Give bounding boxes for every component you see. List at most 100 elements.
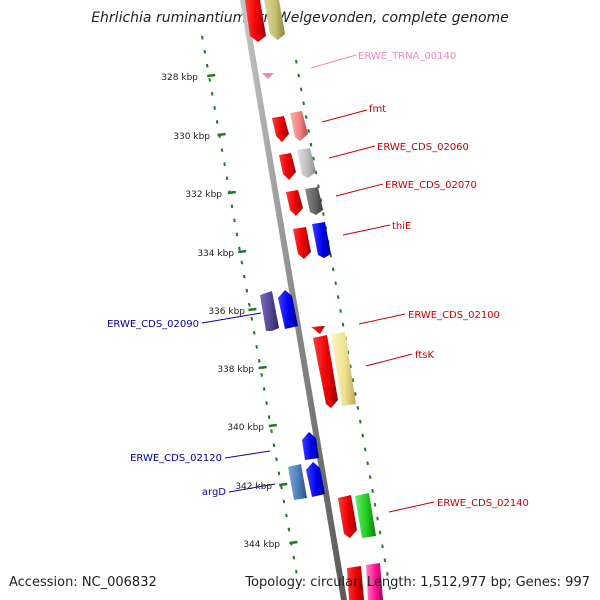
- gene-feature[interactable]: [311, 326, 325, 334]
- scale-label: 332 kbp: [185, 190, 222, 200]
- guide-dot: [260, 373, 263, 377]
- guide-dot: [356, 405, 360, 410]
- guide-dot: [366, 461, 369, 466]
- gene-feature[interactable]: [279, 153, 296, 180]
- gene-feature[interactable]: [278, 290, 298, 329]
- scale-label: 334 kbp: [197, 249, 234, 259]
- scale-label: 338 kbp: [217, 365, 254, 375]
- gene-label-ftsk[interactable]: ftsK: [415, 350, 434, 361]
- gene-feature[interactable]: [297, 148, 316, 178]
- guide-dot: [255, 344, 259, 349]
- major-tick: [268, 423, 277, 428]
- leader-line: [228, 483, 276, 493]
- guide-dot: [230, 204, 234, 209]
- guide-dot: [341, 322, 345, 327]
- left-gene-labels: ERWE_CDS_02090 ERWE_CDS_02120 argD: [107, 319, 226, 498]
- major-tick: [238, 249, 247, 254]
- guide-dot: [208, 77, 212, 82]
- scale-label: 344 kbp: [243, 540, 280, 550]
- guide-dot: [368, 475, 372, 479]
- gene-feature[interactable]: [245, 0, 266, 42]
- guide-dot: [275, 457, 278, 462]
- genome-summary: Topology: circular; Length: 1,512,977 bp…: [245, 575, 590, 590]
- gene-label-erwe-cds-02060[interactable]: ERWE_CDS_02060: [377, 142, 469, 153]
- gene-label-erwe-cds-02070[interactable]: ERWE_CDS_02070: [385, 180, 477, 191]
- gene-feature[interactable]: [264, 0, 285, 40]
- gene-feature[interactable]: [366, 563, 383, 600]
- gene-label-thie[interactable]: thiE: [392, 221, 411, 232]
- guide-dot: [361, 433, 365, 438]
- gene-feature[interactable]: [355, 493, 376, 538]
- gene-label-erwe-cds-02140[interactable]: ERWE_CDS_02140: [437, 498, 529, 509]
- guide-dot: [302, 101, 305, 106]
- gene-label-erwe-cds-02100[interactable]: ERWE_CDS_02100: [408, 310, 500, 321]
- gene-feature[interactable]: [293, 227, 311, 259]
- major-tick: [207, 73, 216, 78]
- scale-label: 336 kbp: [208, 307, 245, 317]
- leader-line: [358, 313, 406, 325]
- genome-backbone: [240, 0, 347, 600]
- guide-dot: [282, 499, 286, 504]
- guide-dot: [267, 415, 271, 419]
- leader-line: [342, 224, 391, 236]
- guide-dot: [240, 260, 244, 265]
- guide-dot: [287, 527, 291, 532]
- gene-feature[interactable]: [306, 462, 325, 497]
- guide-dot: [388, 585, 392, 590]
- accession-text: Accession: NC_006832: [9, 575, 157, 590]
- guide-dot: [331, 267, 335, 272]
- guide-dot: [304, 115, 308, 119]
- gene-label-fmt[interactable]: fmt: [369, 104, 386, 115]
- trna-feature[interactable]: [262, 73, 274, 79]
- guide-dot: [383, 558, 387, 563]
- gene-feature[interactable]: [313, 335, 338, 408]
- gene-feature[interactable]: [347, 566, 364, 600]
- scale-labels: 328 kbp 330 kbp 332 kbp 334 kbp 336 kbp …: [161, 73, 280, 550]
- guide-dot: [262, 387, 266, 391]
- guide-dot: [378, 530, 382, 535]
- guide-dot: [205, 63, 209, 68]
- gene-feature[interactable]: [288, 464, 307, 500]
- guide-dot: [329, 253, 333, 258]
- gene-feature[interactable]: [286, 190, 303, 216]
- guide-dot: [280, 485, 283, 490]
- gene-label-argd[interactable]: argD: [202, 487, 226, 498]
- guide-dot: [235, 232, 239, 237]
- guide-dot: [250, 316, 254, 321]
- guide-dot: [215, 120, 219, 124]
- map-title: Ehrlichia ruminantium str. Welgevonden, …: [91, 10, 509, 26]
- guide-dot: [386, 572, 389, 576]
- guide-dot: [354, 392, 357, 396]
- gene-label-erwe-cds-02120[interactable]: ERWE_CDS_02120: [130, 453, 222, 464]
- guide-dot: [295, 569, 298, 574]
- major-tick: [279, 482, 288, 487]
- scale-label: 328 kbp: [161, 73, 198, 83]
- guide-dot: [223, 162, 226, 167]
- gene-feature[interactable]: [312, 222, 331, 258]
- gene-feature[interactable]: [305, 187, 323, 215]
- gene-feature[interactable]: [290, 111, 308, 141]
- guide-dot: [277, 471, 281, 476]
- guide-dot: [210, 92, 214, 96]
- guide-dot: [201, 35, 204, 40]
- gene-feature[interactable]: [302, 432, 319, 460]
- guide-dot: [373, 502, 377, 507]
- gene-feature[interactable]: [338, 495, 357, 538]
- guide-dot: [336, 295, 340, 299]
- leader-line: [365, 353, 413, 367]
- guide-dot: [334, 281, 337, 286]
- leader-line: [224, 450, 271, 459]
- guide-dot: [317, 184, 320, 189]
- guide-dot: [270, 429, 273, 434]
- guide-dot: [309, 142, 313, 147]
- leader-line: [388, 501, 435, 513]
- gene-feature[interactable]: [272, 116, 289, 142]
- guide-dot: [285, 513, 288, 518]
- gene-label-erwe-cds-02090[interactable]: ERWE_CDS_02090: [107, 319, 199, 330]
- gene-feature[interactable]: [331, 332, 356, 406]
- gene-feature[interactable]: [260, 291, 279, 331]
- gene-label-erwe-trna-00140[interactable]: ERWE_TRNA_00140: [358, 51, 456, 62]
- guide-dot: [243, 274, 246, 279]
- scale-label: 342 kbp: [235, 482, 272, 492]
